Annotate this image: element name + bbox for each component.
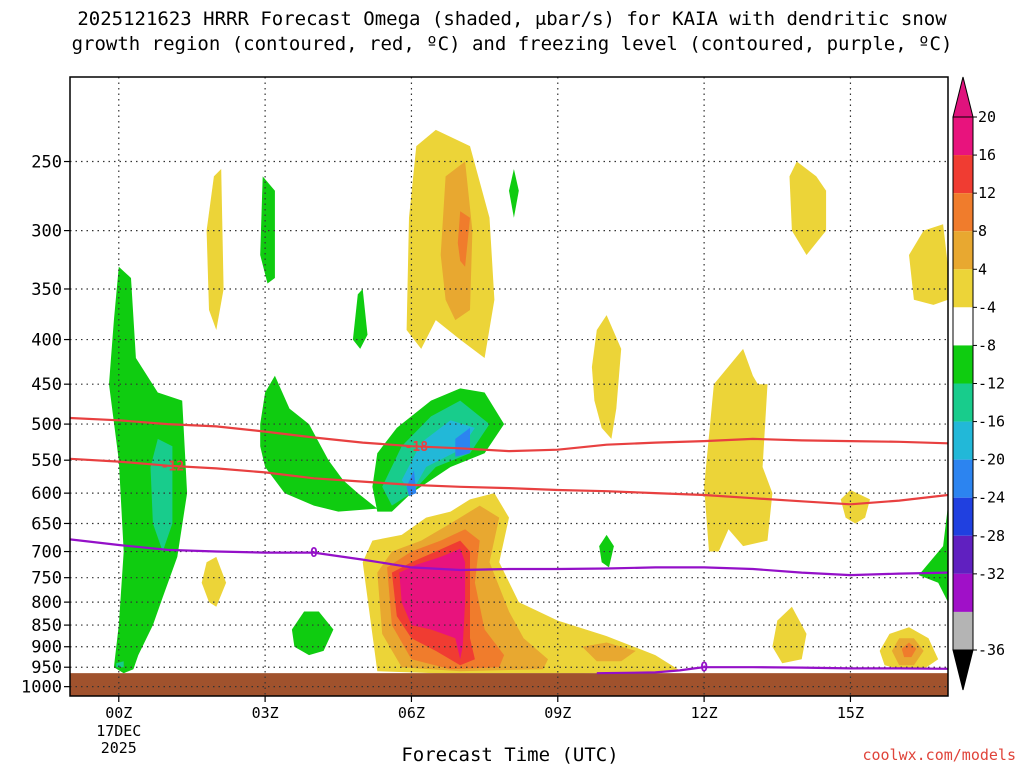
contour-label-1: -12 bbox=[161, 459, 184, 474]
omega-region-13 bbox=[599, 534, 614, 568]
y-tick-label-800: 800 bbox=[31, 593, 62, 613]
colorbar-label-10: -24 bbox=[978, 489, 1005, 507]
colorbar-label-12: -32 bbox=[978, 565, 1005, 583]
colorbar-label-9: -20 bbox=[978, 451, 1005, 469]
colorbar-swatch-13 bbox=[953, 611, 973, 650]
colorbar-swatch-6 bbox=[953, 345, 973, 384]
omega-region-0 bbox=[109, 266, 188, 674]
omega-region-28 bbox=[789, 161, 827, 255]
omega-region-10 bbox=[406, 470, 417, 497]
omega-region-11 bbox=[291, 611, 334, 656]
contour-label-2: 0 bbox=[310, 546, 318, 561]
colorbar-swatch-12 bbox=[953, 573, 973, 612]
omega-region-25 bbox=[582, 642, 636, 662]
colorbar-label-6: -8 bbox=[978, 336, 996, 354]
x-date-label-1: 2025 bbox=[101, 739, 137, 757]
y-tick-label-750: 750 bbox=[31, 569, 62, 589]
colorbar-label-4: 4 bbox=[978, 260, 987, 278]
y-tick-label-550: 550 bbox=[31, 451, 62, 471]
x-date-label-0: 17DEC bbox=[96, 722, 141, 740]
colorbar-label-2: 12 bbox=[978, 184, 996, 202]
y-tick-label-400: 400 bbox=[31, 331, 62, 351]
colorbar-swatch-0 bbox=[953, 117, 973, 156]
contour-line-1 bbox=[70, 457, 948, 506]
omega-region-24 bbox=[399, 548, 466, 660]
contour-label-3: 0 bbox=[700, 661, 708, 676]
omega-region-16 bbox=[440, 161, 473, 321]
omega-region-4 bbox=[260, 375, 378, 512]
omega-region-1 bbox=[150, 438, 173, 552]
colorbar-swatch-1 bbox=[953, 155, 973, 194]
colorbar-label-8: -16 bbox=[978, 413, 1005, 431]
colorbar-label-0: 20 bbox=[978, 108, 996, 126]
colorbar-label-7: -12 bbox=[978, 375, 1005, 393]
y-tick-label-900: 900 bbox=[31, 638, 62, 658]
colorbar-swatch-5 bbox=[953, 307, 973, 346]
x-tick-label-0: 00Z bbox=[105, 704, 132, 722]
colorbar-swatch-7 bbox=[953, 383, 973, 422]
colorbar-label-5: -4 bbox=[978, 298, 996, 316]
y-tick-label-350: 350 bbox=[31, 280, 62, 300]
omega-region-12 bbox=[509, 169, 519, 218]
colorbar-swatch-3 bbox=[953, 231, 973, 270]
omega-region-34 bbox=[909, 224, 948, 305]
omega-region-5 bbox=[352, 289, 368, 349]
omega-region-18 bbox=[206, 169, 224, 330]
omega-region-27 bbox=[704, 348, 773, 552]
omega-region-29 bbox=[840, 490, 870, 524]
contour-layer: -18 -12 0 0 bbox=[70, 416, 948, 676]
omega-region-17 bbox=[457, 211, 470, 267]
colorbar-swatch-11 bbox=[953, 535, 973, 574]
y-tick-label-950: 950 bbox=[31, 658, 62, 678]
plot-frame bbox=[69, 76, 949, 697]
y-tick-label-600: 600 bbox=[31, 484, 62, 504]
y-tick-label-850: 850 bbox=[31, 616, 62, 636]
colorbar-top-arrow bbox=[952, 76, 974, 118]
x-axis-label: Forecast Time (UTC) bbox=[401, 744, 619, 766]
axes-layer: 2503003504004505005506006507007508008509… bbox=[21, 76, 949, 757]
terrain-below-ground bbox=[70, 673, 948, 696]
credit-text: coolwx.com/models bbox=[862, 746, 1016, 764]
x-tick-label-3: 03Z bbox=[252, 704, 279, 722]
x-tick-label-15: 15Z bbox=[837, 704, 864, 722]
y-tick-label-500: 500 bbox=[31, 415, 62, 435]
y-tick-label-650: 650 bbox=[31, 514, 62, 534]
omega-region-2 bbox=[116, 661, 124, 668]
contour-line-3 bbox=[596, 666, 948, 675]
x-tick-label-6: 06Z bbox=[398, 704, 425, 722]
colorbar-swatch-4 bbox=[953, 269, 973, 308]
colorbar-label-13: -36 bbox=[978, 641, 1005, 659]
contour-line-2 bbox=[70, 538, 948, 577]
omega-region-3 bbox=[260, 176, 275, 284]
x-tick-label-9: 09Z bbox=[544, 704, 571, 722]
colorbar-label-11: -28 bbox=[978, 527, 1005, 545]
contour-line-0 bbox=[70, 416, 948, 453]
y-tick-label-250: 250 bbox=[31, 153, 62, 173]
colorbar-label-1: 16 bbox=[978, 146, 996, 164]
y-tick-label-700: 700 bbox=[31, 543, 62, 563]
omega-region-19 bbox=[201, 556, 227, 607]
colorbar-label-3: 8 bbox=[978, 222, 987, 240]
omega-region-26 bbox=[591, 315, 622, 439]
colorbar-swatch-2 bbox=[953, 193, 973, 232]
y-tick-label-1000: 1000 bbox=[21, 678, 62, 698]
y-tick-label-450: 450 bbox=[31, 375, 62, 395]
omega-region-30 bbox=[772, 606, 807, 664]
colorbar-swatch-8 bbox=[953, 421, 973, 460]
terrain-surface-layer bbox=[70, 673, 948, 696]
colorbar: 20 16 12 8 4 -4 -8 -12 -16 -20 -24 -28 -32 -36 bbox=[952, 76, 1005, 691]
omega-shading-layer bbox=[109, 129, 948, 674]
omega-region-14 bbox=[918, 505, 948, 603]
x-tick-label-12: 12Z bbox=[691, 704, 718, 722]
y-tick-label-300: 300 bbox=[31, 222, 62, 242]
chart-title-line1: 2025121623 HRRR Forecast Omega (shaded, … bbox=[77, 8, 947, 30]
colorbar-swatch-9 bbox=[953, 459, 973, 498]
contour-label-0: -18 bbox=[405, 440, 429, 455]
colorbar-swatch-10 bbox=[953, 497, 973, 536]
chart-title-line2: growth region (contoured, red, ºC) and f… bbox=[71, 33, 953, 55]
colorbar-bottom-arrow bbox=[952, 649, 974, 691]
